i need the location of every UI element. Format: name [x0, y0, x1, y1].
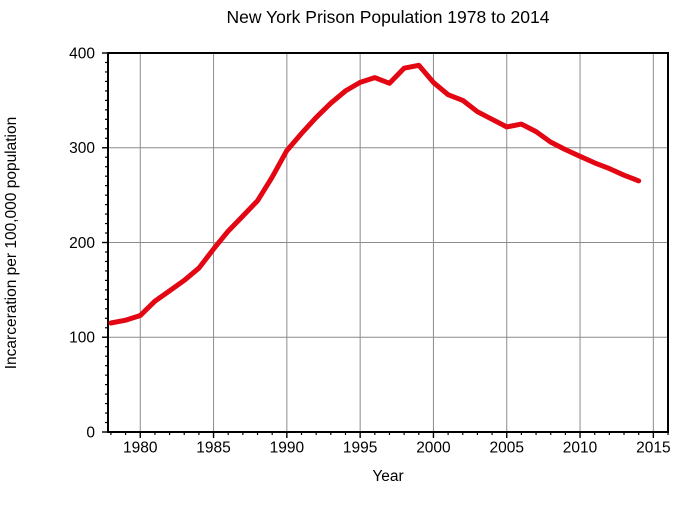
x-tick-label-2005: 2005: [490, 439, 524, 456]
x-tick-label-2000: 2000: [416, 439, 451, 456]
y-tick-label-300: 300: [69, 140, 95, 157]
x-tick-label-1980: 1980: [123, 439, 158, 456]
x-axis-title: Year: [372, 468, 404, 485]
x-tick-label-1995: 1995: [343, 439, 377, 456]
data-line-ny-incarceration: [108, 62, 642, 326]
x-tick-label-2015: 2015: [636, 439, 670, 456]
y-tick-label-0: 0: [86, 424, 95, 441]
y-tick-label-400: 400: [69, 45, 95, 62]
y-tick-label-100: 100: [69, 330, 95, 347]
chart-title: New York Prison Population 1978 to 2014: [226, 7, 550, 27]
y-tick-label-200: 200: [69, 235, 95, 252]
x-tick-label-2010: 2010: [563, 439, 598, 456]
x-tick-label-1985: 1985: [196, 439, 230, 456]
x-tick-label-1990: 1990: [270, 439, 305, 456]
plot-frame: [107, 52, 669, 433]
